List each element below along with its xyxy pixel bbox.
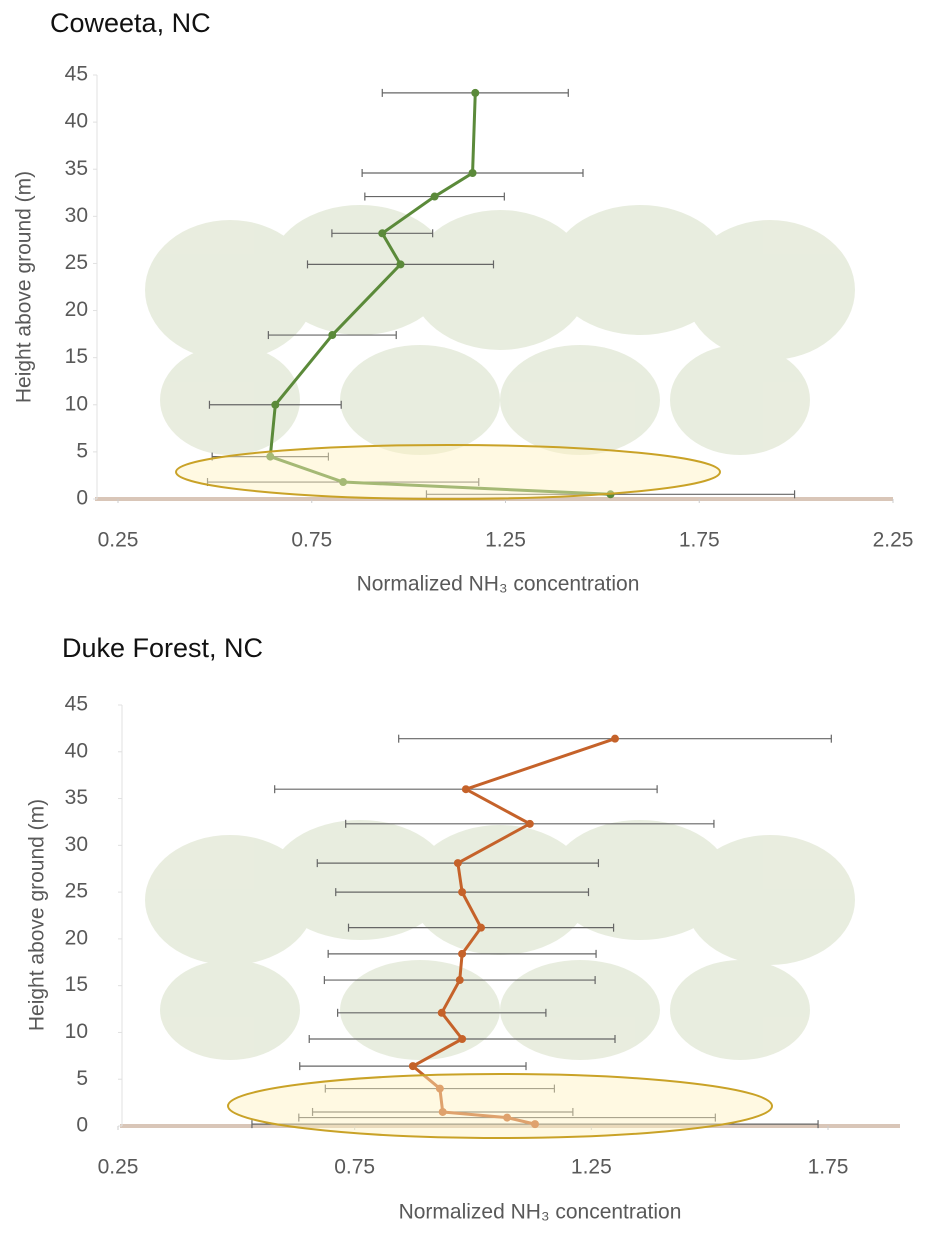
x-tick-label: 1.75 <box>679 529 720 552</box>
y-tick-label: 5 <box>76 439 88 462</box>
data-point <box>453 859 462 868</box>
data-point <box>471 88 480 97</box>
data-point <box>455 976 464 985</box>
highlight-ellipse <box>175 444 721 500</box>
y-tick-label: 15 <box>65 973 88 996</box>
charts: Coweeta, NC 0 5 10 15 20 25 30 35 40 45 0.25 0.75 1.2… <box>13 8 914 1223</box>
data-point <box>328 331 337 340</box>
y-axis-label: Height above ground (m) <box>13 171 36 403</box>
data-point <box>266 452 275 461</box>
chart-title: Duke Forest, NC <box>62 633 263 663</box>
y-tick-label: 10 <box>65 1020 88 1043</box>
y-axis-label: Height above ground (m) <box>26 799 49 1031</box>
x-tick-label: 0.75 <box>334 1156 375 1179</box>
highlight-ellipse <box>227 1073 773 1139</box>
x-tick-label: 1.25 <box>485 529 526 552</box>
y-tick-label: 30 <box>65 204 88 227</box>
y-tick-label: 20 <box>65 926 88 949</box>
y-tick-label: 0 <box>76 1114 88 1137</box>
tree-background <box>145 205 855 1060</box>
data-point <box>430 192 439 201</box>
y-tick-label: 0 <box>76 487 88 510</box>
data-point <box>435 1084 444 1093</box>
y-tick-label: 5 <box>76 1067 88 1090</box>
x-tick-label: 0.25 <box>98 529 139 552</box>
y-tick-label: 40 <box>65 739 88 762</box>
x-tick-label: 0.75 <box>291 529 332 552</box>
y-tick-label: 15 <box>65 345 88 368</box>
y-tick-label: 45 <box>65 693 88 716</box>
data-point <box>477 923 486 932</box>
y-tick-label: 25 <box>65 880 88 903</box>
profile-line <box>268 92 611 496</box>
data-point <box>271 400 280 409</box>
data-point <box>438 1107 447 1116</box>
y-tick-label: 35 <box>65 786 88 809</box>
data-point <box>503 1113 512 1122</box>
data-point <box>468 168 477 177</box>
data-point <box>531 1120 540 1129</box>
y-tick-label: 30 <box>65 833 88 856</box>
x-tick-label: 1.75 <box>808 1156 849 1179</box>
x-axis-label: Normalized NH₃ concentration <box>357 573 640 596</box>
y-tick-label: 25 <box>65 251 88 274</box>
data-point <box>461 785 470 794</box>
data-point <box>339 478 348 487</box>
y-tick-label: 40 <box>65 110 88 133</box>
x-tick-label: 0.25 <box>98 1156 139 1179</box>
y-tick-label: 10 <box>65 392 88 415</box>
data-point <box>458 888 467 897</box>
data-point <box>437 1008 446 1017</box>
y-tick-label: 20 <box>65 298 88 321</box>
data-point <box>378 229 387 238</box>
data-point <box>408 1062 417 1071</box>
x-tick-label: 2.25 <box>873 529 914 552</box>
data-point <box>525 819 534 828</box>
chart-title: Coweeta, NC <box>50 8 211 38</box>
y-tick-label: 35 <box>65 157 88 180</box>
data-point <box>458 1034 467 1043</box>
x-tick-label: 1.25 <box>571 1156 612 1179</box>
data-point <box>458 949 467 958</box>
y-tick-label: 45 <box>65 63 88 86</box>
data-point <box>611 734 619 743</box>
x-axis-label: Normalized NH₃ concentration <box>399 1201 682 1224</box>
data-point <box>396 260 405 269</box>
